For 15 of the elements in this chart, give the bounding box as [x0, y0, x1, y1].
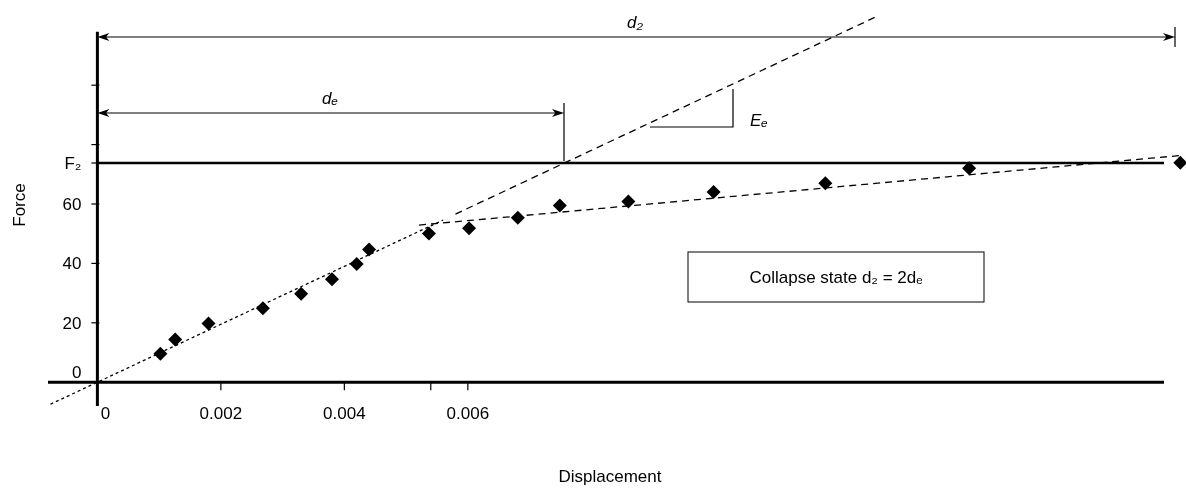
annotation: Eₑ: [750, 111, 768, 130]
annotation: Collapse state d₂ = 2dₑ: [749, 268, 923, 287]
y-tick-label: 60: [62, 195, 82, 214]
y-tick-label: 0: [71, 363, 82, 383]
y-tick-label: F₂: [64, 154, 82, 174]
x-tick-label: 0.004: [323, 404, 366, 424]
x-tick-label: 0.002: [199, 404, 243, 424]
y-tick-label: 20: [62, 313, 82, 333]
x-tick-label: 0.006: [446, 404, 490, 424]
annotation: dₑ: [321, 89, 339, 108]
annotation: d₂: [627, 13, 644, 32]
y-tick-label: 40: [62, 254, 82, 274]
x-tick-label: 0: [100, 404, 111, 424]
y-axis-title: Force: [10, 183, 29, 227]
x-axis-title: Displacement: [558, 467, 662, 486]
